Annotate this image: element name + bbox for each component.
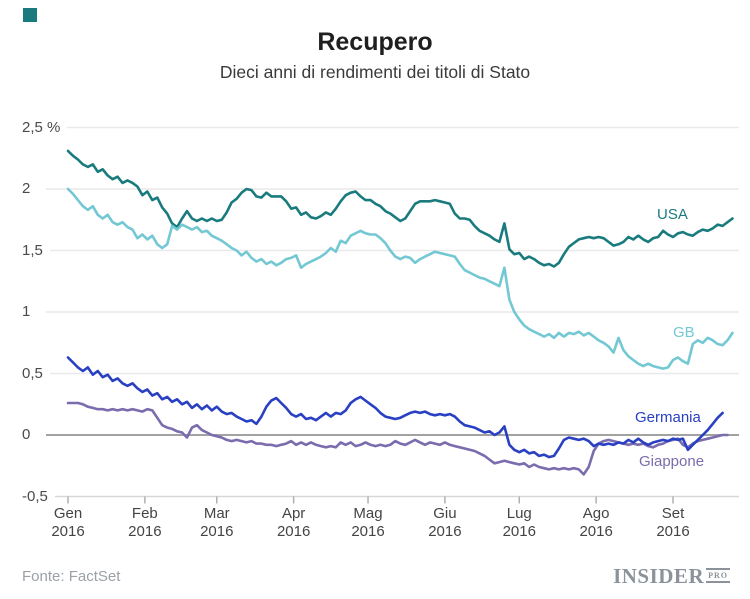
series-line-usa: [66, 149, 734, 268]
y-tick-label: 0: [22, 426, 38, 444]
logo-insider-text: INSIDER: [613, 564, 705, 588]
logo-pro-text: PRO: [706, 568, 730, 583]
series-label-usa: USA: [657, 206, 688, 223]
y-tick-label: 1,5: [22, 241, 50, 260]
x-tick-label: Set 2016: [656, 504, 690, 540]
x-tick-label: Feb 2016: [128, 504, 162, 540]
x-tick-label: Gen 2016: [51, 504, 85, 540]
series-line-germania: [66, 356, 724, 459]
chart-subtitle: Dieci anni di rendimenti dei titoli di S…: [219, 62, 531, 82]
series-label-germania: Germania: [635, 409, 701, 426]
y-tick-label: 1: [22, 303, 38, 321]
y-tick-label: 0,5: [22, 364, 50, 383]
chart-title: Recupero: [317, 28, 433, 56]
y-tick-label: 2,5 %: [22, 118, 68, 137]
insider-pro-logo: INSIDER PRO: [613, 564, 730, 589]
y-tick-label: 2: [22, 180, 38, 198]
source-credit: Fonte: FactSet: [22, 568, 121, 585]
series-label-gb: GB: [673, 324, 695, 341]
x-tick-label: Lug 2016: [502, 504, 536, 540]
series-label-giappone: Giappone: [639, 453, 705, 470]
x-tick-label: Mar 2016: [200, 504, 234, 540]
brand-square: [23, 8, 37, 22]
x-tick-label: Ago 2016: [579, 504, 613, 540]
x-tick-label: Apr 2016: [276, 504, 311, 540]
series-line-gb: [66, 187, 734, 370]
x-tick-label: Giu 2016: [428, 504, 462, 540]
y-tick-label: -0,5: [22, 487, 55, 506]
x-tick-label: Mag 2016: [351, 504, 385, 540]
